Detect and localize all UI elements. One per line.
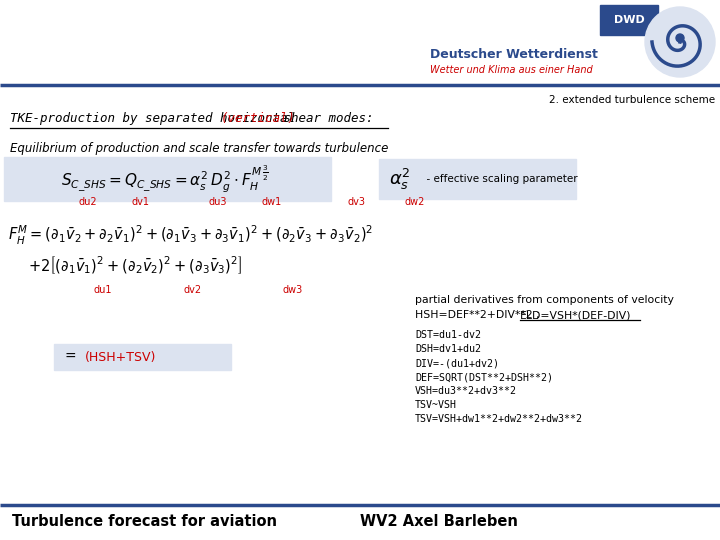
Text: DIV=-(du1+dv2): DIV=-(du1+dv2) [415,358,499,368]
Text: du3: du3 [209,197,228,207]
Text: $\alpha_s^2$: $\alpha_s^2$ [390,166,410,192]
Text: ELD=VSH*(DEF-DIV): ELD=VSH*(DEF-DIV) [520,310,631,320]
Text: TKE-production by separated horizontal: TKE-production by separated horizontal [10,112,302,125]
Text: partial derivatives from components of velocity: partial derivatives from components of v… [415,295,674,305]
Text: DSH=dv1+du2: DSH=dv1+du2 [415,344,481,354]
Text: $+ 2\left[\left(\partial_1\bar{v}_1\right)^2 + \left(\partial_2\bar{v}_2\right)^: $+ 2\left[\left(\partial_1\bar{v}_1\righ… [28,254,243,276]
Circle shape [676,34,684,42]
Text: dv1: dv1 [131,197,149,207]
Text: dv2: dv2 [184,285,202,295]
Text: =: = [65,350,76,364]
Circle shape [645,7,715,77]
Text: Turbulence forecast for aviation: Turbulence forecast for aviation [12,515,277,530]
Text: Equilibrium of production and scale transfer towards turbulence: Equilibrium of production and scale tran… [10,142,388,155]
FancyBboxPatch shape [4,157,331,201]
FancyBboxPatch shape [54,344,231,370]
Text: $F_H^M = \left(\partial_1\bar{v}_2 + \partial_2\bar{v}_1\right)^2 + \left(\parti: $F_H^M = \left(\partial_1\bar{v}_2 + \pa… [8,224,374,247]
Text: shear modes:: shear modes: [276,112,374,125]
Text: du1: du1 [94,285,112,295]
Text: dw1: dw1 [262,197,282,207]
FancyBboxPatch shape [379,159,576,199]
FancyBboxPatch shape [600,5,658,35]
Text: Wetter und Klima aus einer Hand: Wetter und Klima aus einer Hand [430,65,593,75]
Text: (vertical): (vertical) [221,112,296,125]
Text: TSV~VSH: TSV~VSH [415,400,457,410]
Text: dw2: dw2 [405,197,426,207]
Text: $S_{C\_SHS} = Q_{C\_SHS} = \alpha_s^2\, D_g^2 \cdot F_H^{M\,\frac{3}{2}}$: $S_{C\_SHS} = Q_{C\_SHS} = \alpha_s^2\, … [61,163,269,194]
Text: (HSH+TSV): (HSH+TSV) [85,350,156,363]
Text: DST=du1-dv2: DST=du1-dv2 [415,330,481,340]
Text: VSH=du3**2+dv3**2: VSH=du3**2+dv3**2 [415,386,517,396]
Text: WV2 Axel Barleben: WV2 Axel Barleben [360,515,518,530]
Text: du2: du2 [78,197,97,207]
Text: HSH=DEF**2+DIV**2 ;: HSH=DEF**2+DIV**2 ; [415,310,540,320]
Text: TSV=VSH+dw1**2+dw2**2+dw3**2: TSV=VSH+dw1**2+dw2**2+dw3**2 [415,414,583,424]
Text: 2. extended turbulence scheme: 2. extended turbulence scheme [549,95,715,105]
Text: DEF=SQRT(DST**2+DSH**2): DEF=SQRT(DST**2+DSH**2) [415,372,553,382]
Text: Deutscher Wetterdienst: Deutscher Wetterdienst [430,49,598,62]
Text: - effective scaling parameter: - effective scaling parameter [420,174,577,184]
Text: dw3: dw3 [283,285,303,295]
Text: dv3: dv3 [348,197,366,207]
Text: DWD: DWD [613,15,644,25]
